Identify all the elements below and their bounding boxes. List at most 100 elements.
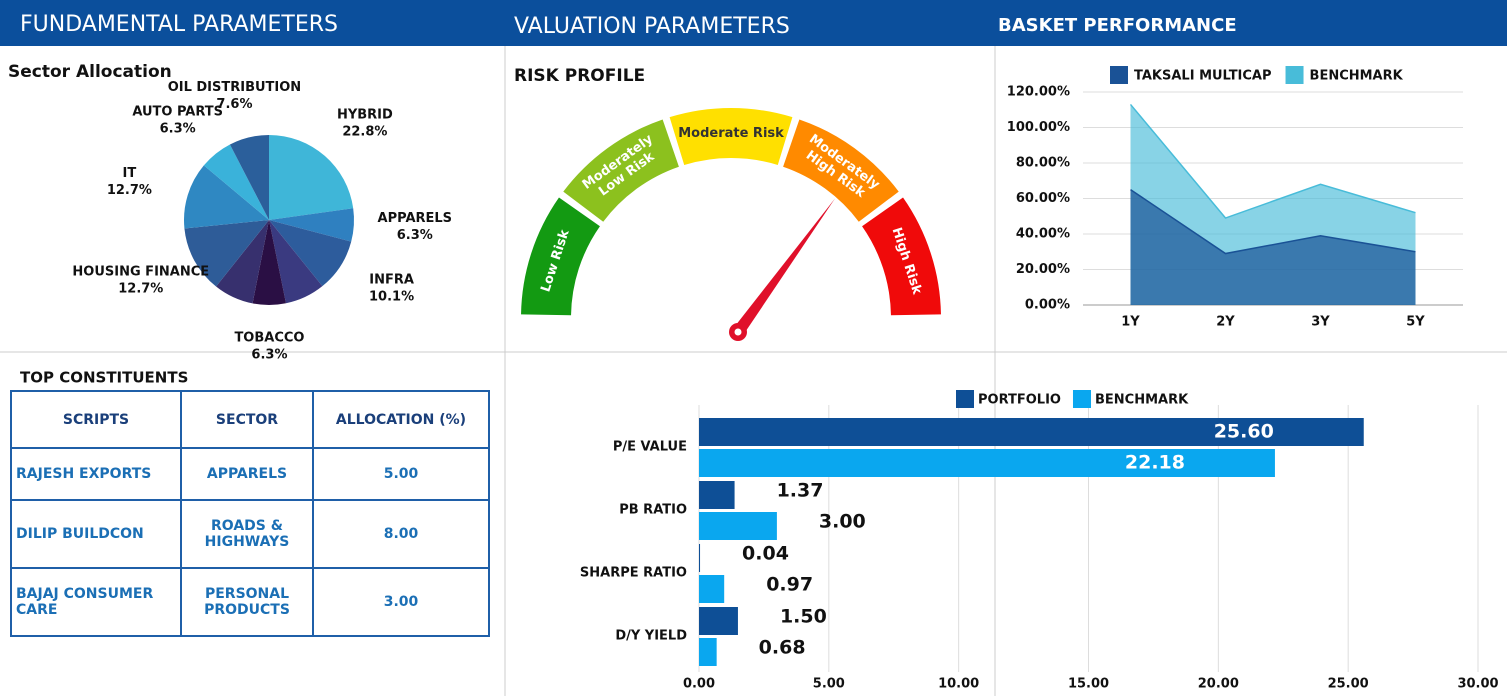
- slice-label: APPARELS: [378, 211, 453, 226]
- slice-value-label: 12.7%: [107, 183, 152, 198]
- table-row: RAJESH EXPORTS APPARELS 5.00: [10, 447, 490, 501]
- y-tick-label: 0.00%: [1025, 298, 1070, 313]
- table-cell: 3.00: [312, 567, 490, 637]
- y-tick-label: 20.00%: [1016, 262, 1070, 277]
- slice-label: IT: [123, 166, 137, 181]
- legend-swatch: [1285, 66, 1304, 84]
- constituents-table: SCRIPTS SECTOR ALLOCATION (%) RAJESH EXPORT…: [10, 390, 490, 637]
- y-tick-label: 40.00%: [1016, 227, 1070, 242]
- x-tick-label: 15.00: [1068, 677, 1109, 692]
- gauge-label: Moderate Risk: [678, 125, 784, 141]
- slice-value-label: 6.3%: [251, 347, 287, 362]
- y-tick-label: 100.00%: [1007, 120, 1070, 135]
- chart-title: Sector Allocation: [8, 62, 172, 82]
- bar: [699, 544, 701, 572]
- bar: [699, 638, 717, 666]
- pie-slice: [252, 220, 286, 305]
- header-cell: SCRIPTS: [10, 390, 182, 449]
- bar: [699, 449, 1275, 477]
- gauge-segment: [783, 119, 899, 222]
- pie-slice: [269, 135, 354, 220]
- bar-value-label: 0.04: [742, 543, 789, 565]
- gauge-segment: [862, 197, 941, 316]
- y-tick-label: D/Y YIELD: [615, 629, 687, 644]
- pie-slice: [229, 135, 269, 220]
- x-tick-label: 2Y: [1216, 315, 1235, 330]
- area: [1130, 189, 1416, 305]
- slice-value-label: 10.1%: [369, 290, 414, 305]
- legend-swatch: [1110, 66, 1128, 84]
- x-tick-label: 25.00: [1328, 677, 1369, 692]
- bar: [699, 481, 735, 509]
- gauge-segment: [521, 197, 600, 316]
- gauge-segment: [669, 108, 793, 165]
- x-tick-label: 1Y: [1121, 315, 1140, 330]
- slice-label: AUTO PARTS: [132, 104, 223, 119]
- y-tick-label: 60.00%: [1016, 191, 1070, 206]
- legend-swatch: [956, 390, 974, 408]
- table-cell: ROADS & HIGHWAYS: [180, 499, 314, 569]
- slice-value-label: 6.3%: [397, 228, 433, 243]
- gauge-needle: [733, 198, 835, 336]
- section-header: VALUATION PARAMETERS: [514, 14, 790, 39]
- table-cell: APPARELS: [180, 447, 314, 501]
- gauge-label-box: Moderate Risk: [678, 125, 784, 141]
- table-title: TOP CONSTITUENTS: [20, 369, 188, 387]
- table-cell: 5.00: [312, 447, 490, 501]
- legend-label: TAKSALI MULTICAP: [1134, 69, 1272, 84]
- bar-value-label: 0.97: [766, 574, 813, 596]
- slice-label: INFRA: [369, 273, 414, 288]
- table-row: DILIP BUILDCON ROADS & HIGHWAYS 8.00: [10, 499, 490, 569]
- x-tick-label: 0.00: [683, 677, 715, 692]
- pie-slice: [184, 165, 269, 229]
- y-tick-label: 80.00%: [1016, 156, 1070, 171]
- legend-label: PORTFOLIO: [978, 393, 1061, 408]
- slice-value-label: 12.7%: [118, 281, 163, 296]
- slice-value-label: 22.8%: [342, 125, 387, 140]
- x-tick-label: 10.00: [938, 677, 979, 692]
- section-header: FUNDAMENTAL PARAMETERS: [20, 12, 338, 37]
- slice-value-label: 7.6%: [216, 97, 252, 112]
- table-row: BAJAJ CONSUMER CARE PERSONAL PRODUCTS 3.00: [10, 567, 490, 637]
- y-tick-label: 120.00%: [1007, 85, 1070, 100]
- bar: [699, 607, 738, 635]
- area-line: [1129, 103, 1416, 219]
- x-tick-label: 5Y: [1406, 315, 1425, 330]
- pie-slice: [203, 144, 269, 220]
- header-cell: SECTOR: [180, 390, 314, 449]
- x-tick-label: 5.00: [813, 677, 845, 692]
- bar: [699, 512, 777, 540]
- table-cell: DILIP BUILDCON: [10, 499, 182, 569]
- slice-label: HOUSING FINANCE: [72, 264, 209, 279]
- y-tick-label: SHARPE RATIO: [580, 566, 687, 581]
- x-tick-label: 20.00: [1198, 677, 1239, 692]
- slice-label: HYBRID: [337, 108, 393, 123]
- chart-title: RISK PROFILE: [514, 66, 645, 86]
- header-row: SCRIPTS SECTOR ALLOCATION (%): [10, 390, 490, 449]
- y-tick-label: P/E VALUE: [613, 440, 687, 455]
- pie-slice: [216, 220, 269, 304]
- needle-pivot-center: [734, 328, 742, 336]
- pie-slice: [184, 220, 269, 287]
- slice-label: TOBACCO: [234, 330, 304, 345]
- table-cell: RAJESH EXPORTS: [10, 447, 182, 501]
- legend-label: BENCHMARK: [1310, 69, 1404, 84]
- header-cell: ALLOCATION (%): [312, 390, 490, 449]
- gauge-label-group: Moderate Risk: [678, 125, 784, 141]
- pie-slice: [269, 208, 354, 242]
- area-line: [1130, 189, 1416, 255]
- x-tick-label: 3Y: [1311, 315, 1330, 330]
- legend-swatch: [1072, 390, 1091, 408]
- bar: [699, 418, 1364, 446]
- pie-slice: [269, 220, 352, 287]
- bar-value-label: 1.50: [780, 606, 827, 628]
- header-bar: [0, 0, 1507, 46]
- bar-value-label: 0.68: [759, 637, 806, 659]
- bar-value-label: 25.60: [1214, 421, 1274, 443]
- x-tick-label: 30.00: [1457, 677, 1498, 692]
- section-header: BASKET PERFORMANCE: [998, 15, 1237, 36]
- slice-value-label: 6.3%: [160, 121, 196, 136]
- gauge-segment: [563, 119, 679, 222]
